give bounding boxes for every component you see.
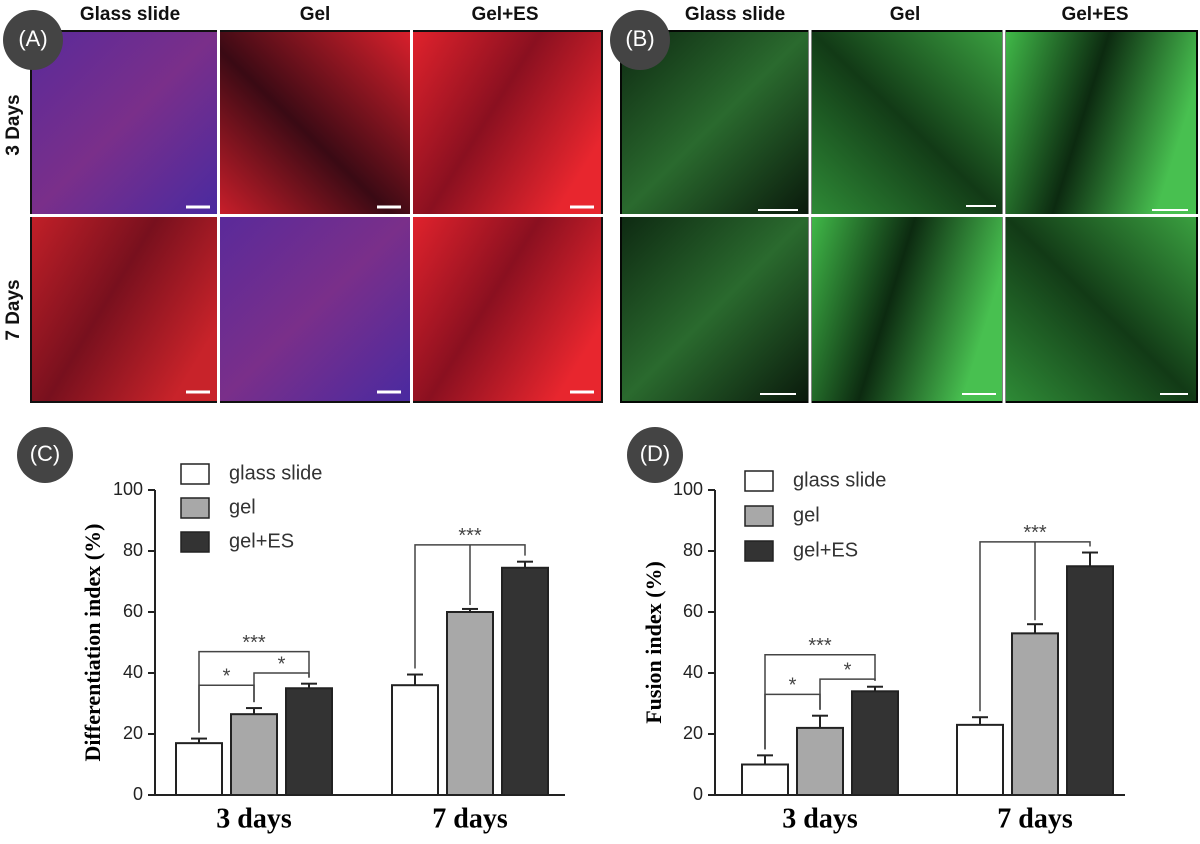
legend-label: gel+ES (793, 539, 858, 561)
significance-label: * (223, 665, 231, 687)
legend-label: gel (229, 496, 256, 518)
significance-label: * (844, 659, 852, 681)
legend-label: gel (793, 504, 820, 526)
significance-bracket (979, 541, 1091, 712)
bar-chart: (C) Differentiation index (%) 0 20 40 60 80 100… (17, 427, 565, 834)
significance-label: *** (242, 632, 266, 654)
significance-label: *** (458, 525, 482, 547)
bar (956, 723, 1004, 796)
row-header: 7 Days (3, 279, 24, 340)
y-tick-label: 100 (673, 479, 703, 499)
y-tick-label: 60 (683, 601, 703, 621)
legend-swatch (180, 497, 210, 519)
y-tick-label: 20 (683, 723, 703, 743)
panel-label: (A) (18, 26, 47, 51)
y-tick-label: 60 (123, 601, 143, 621)
bar (796, 726, 844, 797)
x-tick-label: 7 days (997, 803, 1073, 834)
panel-label: (B) (625, 26, 654, 51)
bar (175, 742, 223, 797)
x-tick-label: 3 days (782, 803, 858, 834)
column-header: Glass slide (685, 4, 785, 25)
legend-swatch (180, 463, 210, 485)
y-tick-label: 0 (133, 784, 143, 804)
image-panel-b (620, 30, 1198, 403)
y-tick-label: 0 (693, 784, 703, 804)
bar (851, 690, 899, 796)
legend-label: glass slide (793, 469, 886, 491)
column-header: Glass slide (80, 4, 180, 25)
x-tick-label: 7 days (432, 803, 508, 834)
legend-label: gel+ES (229, 530, 294, 552)
label-badge (627, 427, 683, 483)
y-tick-label: 40 (123, 662, 143, 682)
column-header: Gel+ES (471, 4, 538, 25)
column-header: Gel (890, 4, 921, 25)
significance-label: *** (808, 635, 832, 657)
y-tick-label: 80 (683, 540, 703, 560)
significance-label: * (789, 675, 797, 697)
bar-chart: (D) Fusion index (%) 0 20 40 60 80 100 3 days 7 d… (627, 427, 1125, 834)
legend-label: glass slide (229, 462, 322, 484)
image-panel-a (30, 30, 603, 403)
bar (501, 566, 549, 797)
y-axis-label: Fusion index (%) (641, 561, 666, 724)
bar (230, 713, 278, 796)
x-tick-label: 3 days (216, 803, 292, 834)
bar (391, 684, 439, 797)
bar (1066, 565, 1114, 796)
panel-a-labels: (A) Glass slide Gel Gel+ES 3 Days 7 Days (3, 4, 539, 341)
legend-swatch (180, 531, 210, 553)
bar (1011, 632, 1059, 796)
panel-label: (D) (640, 441, 671, 466)
significance-bracket (414, 544, 526, 669)
y-tick-label: 100 (113, 479, 143, 499)
column-header: Gel+ES (1061, 4, 1128, 25)
label-badge (3, 10, 63, 70)
bar (741, 763, 789, 796)
y-tick-label: 40 (683, 662, 703, 682)
y-tick-label: 20 (123, 723, 143, 743)
legend-swatch (744, 540, 774, 562)
bar (285, 687, 333, 796)
significance-label: * (278, 653, 286, 675)
significance-bracket (764, 653, 876, 750)
bar (446, 611, 494, 796)
panel-b-labels: (B) Glass slide Gel Gel+ES (610, 4, 1129, 70)
legend-swatch (744, 470, 774, 492)
significance-label: *** (1023, 522, 1047, 544)
legend-swatch (744, 505, 774, 527)
column-header: Gel (300, 4, 331, 25)
label-badge (17, 427, 73, 483)
y-tick-label: 80 (123, 540, 143, 560)
significance-bracket (198, 650, 310, 733)
row-header: 3 Days (3, 94, 24, 155)
panel-label: (C) (30, 441, 61, 466)
y-axis-label: Differentiation index (%) (80, 524, 105, 762)
label-badge (610, 10, 670, 70)
